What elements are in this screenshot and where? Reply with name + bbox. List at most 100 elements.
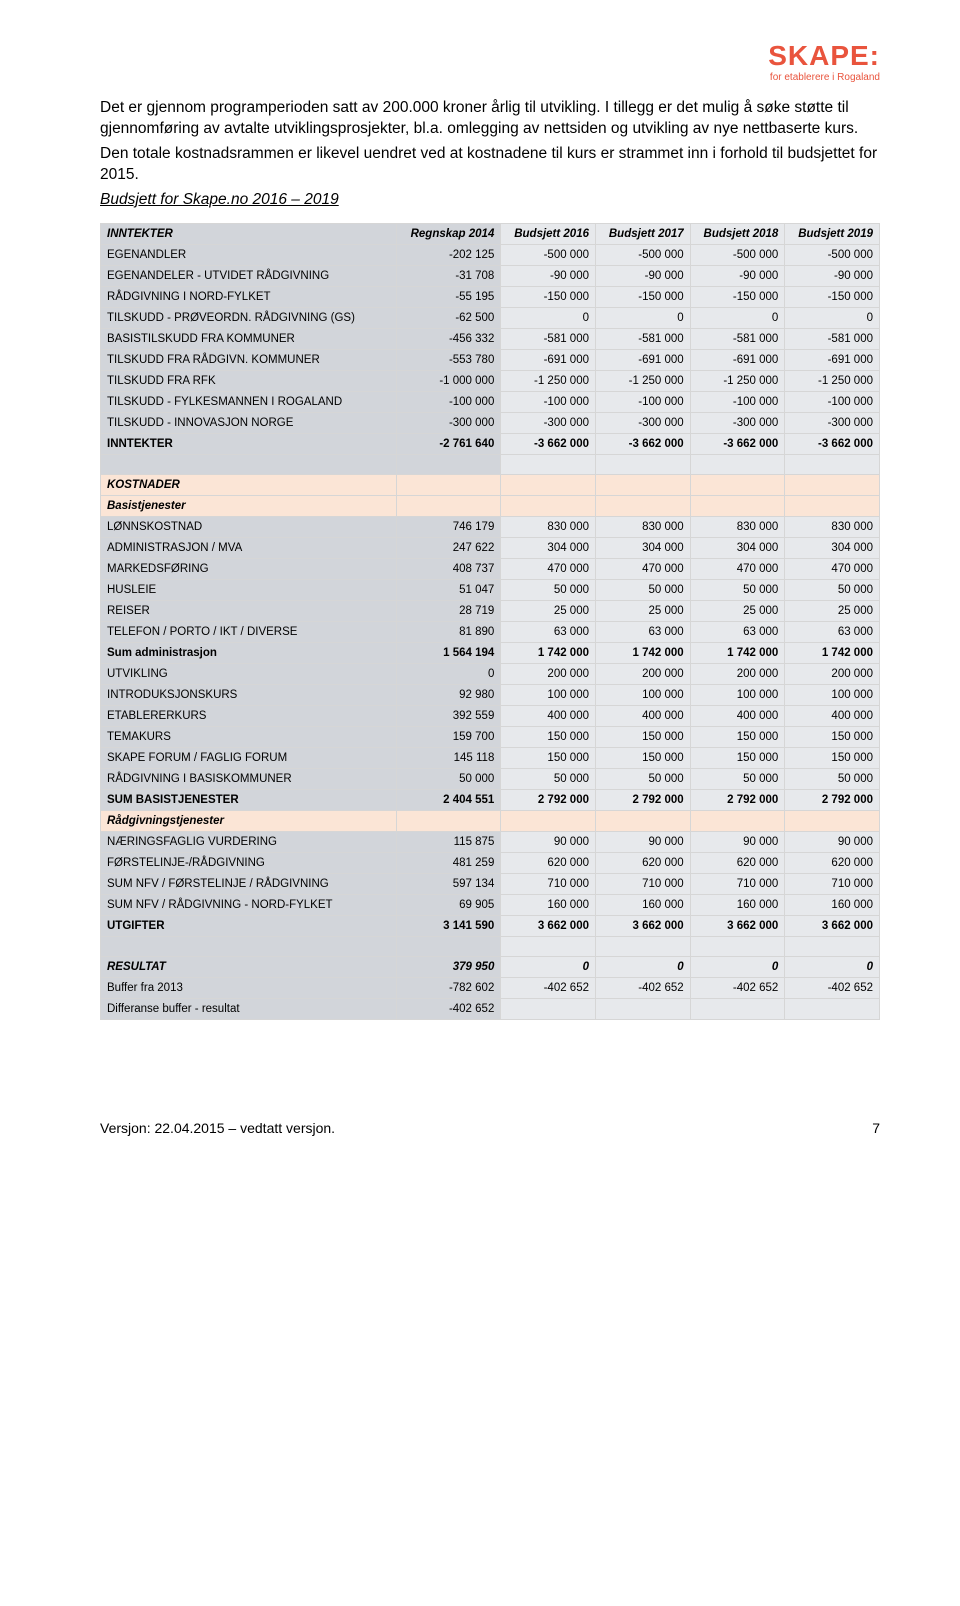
table-row: ADMINISTRASJON / MVA247 622304 000304 00… [101, 537, 880, 558]
row-value: 400 000 [690, 705, 785, 726]
table-row: MARKEDSFØRING408 737470 000470 000470 00… [101, 558, 880, 579]
row-value: -691 000 [785, 349, 880, 370]
section-header-cell [596, 810, 691, 831]
logo-main: SKAPE: [100, 40, 880, 72]
row-value: 25 000 [690, 600, 785, 621]
row-value: 400 000 [501, 705, 596, 726]
row-label: ETABLERERKURS [101, 705, 397, 726]
row-value: 100 000 [785, 684, 880, 705]
row-value: -300 000 [397, 412, 501, 433]
row-value: 830 000 [785, 516, 880, 537]
row-value: -691 000 [596, 349, 691, 370]
row-value [785, 998, 880, 1019]
row-value: -402 652 [397, 998, 501, 1019]
row-value: 90 000 [690, 831, 785, 852]
row-value: 50 000 [501, 579, 596, 600]
row-label: Sum administrasjon [101, 642, 397, 663]
row-label: Differanse buffer - resultat [101, 998, 397, 1019]
row-value: 3 141 590 [397, 915, 501, 936]
header-b2017: Budsjett 2017 [596, 223, 691, 244]
row-value: 2 792 000 [785, 789, 880, 810]
row-label: FØRSTELINJE-/RÅDGIVNING [101, 852, 397, 873]
budget-title: Budsjett for Skape.no 2016 – 2019 [100, 190, 880, 211]
row-value: 830 000 [501, 516, 596, 537]
table-row: NÆRINGSFAGLIG VURDERING115 87590 00090 0… [101, 831, 880, 852]
row-value: 710 000 [596, 873, 691, 894]
section-header-label: Basistjenester [101, 495, 397, 516]
row-value: 304 000 [501, 537, 596, 558]
row-value: -581 000 [501, 328, 596, 349]
row-value: 100 000 [501, 684, 596, 705]
row-value: 28 719 [397, 600, 501, 621]
header-b2016: Budsjett 2016 [501, 223, 596, 244]
section-header-cell [785, 495, 880, 516]
row-value: -300 000 [690, 412, 785, 433]
section-header-cell [785, 474, 880, 495]
row-value: 50 000 [596, 579, 691, 600]
row-value: -581 000 [785, 328, 880, 349]
row-value: 1 742 000 [785, 642, 880, 663]
row-value: 470 000 [501, 558, 596, 579]
row-value: -2 761 640 [397, 433, 501, 454]
row-value: 25 000 [596, 600, 691, 621]
row-value: 3 662 000 [596, 915, 691, 936]
row-value: 620 000 [501, 852, 596, 873]
row-value: 100 000 [596, 684, 691, 705]
row-value: 92 980 [397, 684, 501, 705]
row-value: 200 000 [596, 663, 691, 684]
table-row: RÅDGIVNING I BASISKOMMUNER50 00050 00050… [101, 768, 880, 789]
row-value: -500 000 [596, 244, 691, 265]
table-row: EGENANDLER-202 125-500 000-500 000-500 0… [101, 244, 880, 265]
row-value: -402 652 [690, 977, 785, 998]
table-row: SUM BASISTJENESTER2 404 5512 792 0002 79… [101, 789, 880, 810]
table-row: TILSKUDD - FYLKESMANNEN I ROGALAND-100 0… [101, 391, 880, 412]
row-label: LØNNSKOSTNAD [101, 516, 397, 537]
section-header-cell [397, 495, 501, 516]
row-value: -150 000 [690, 286, 785, 307]
table-row: RESULTAT379 9500000 [101, 956, 880, 977]
row-value: 830 000 [690, 516, 785, 537]
row-label: TILSKUDD FRA RFK [101, 370, 397, 391]
row-value: 63 000 [690, 621, 785, 642]
row-value: 470 000 [690, 558, 785, 579]
table-row: Buffer fra 2013-782 602-402 652-402 652-… [101, 977, 880, 998]
header-b2018: Budsjett 2018 [690, 223, 785, 244]
row-label: TILSKUDD - FYLKESMANNEN I ROGALAND [101, 391, 397, 412]
row-value: -300 000 [596, 412, 691, 433]
row-label: HUSLEIE [101, 579, 397, 600]
row-label: INTRODUKSJONSKURS [101, 684, 397, 705]
row-value: 50 000 [785, 579, 880, 600]
row-value: 400 000 [596, 705, 691, 726]
row-label: BASISTILSKUDD FRA KOMMUNER [101, 328, 397, 349]
row-label: REISER [101, 600, 397, 621]
row-label: SKAPE FORUM / FAGLIG FORUM [101, 747, 397, 768]
row-label: TELEFON / PORTO / IKT / DIVERSE [101, 621, 397, 642]
footer-version: Versjon: 22.04.2015 – vedtatt versjon. [100, 1120, 335, 1136]
row-value: -90 000 [785, 265, 880, 286]
row-value: 150 000 [501, 726, 596, 747]
table-row: SUM NFV / RÅDGIVNING - NORD-FYLKET69 905… [101, 894, 880, 915]
row-value: 63 000 [596, 621, 691, 642]
row-value: -456 332 [397, 328, 501, 349]
row-value: 2 792 000 [501, 789, 596, 810]
table-row: LØNNSKOSTNAD746 179830 000830 000830 000… [101, 516, 880, 537]
table-row: UTGIFTER3 141 5903 662 0003 662 0003 662… [101, 915, 880, 936]
row-value: 50 000 [690, 579, 785, 600]
row-value: 304 000 [690, 537, 785, 558]
row-value: -300 000 [785, 412, 880, 433]
row-label: RÅDGIVNING I BASISKOMMUNER [101, 768, 397, 789]
row-value: 1 742 000 [690, 642, 785, 663]
row-value: -500 000 [785, 244, 880, 265]
row-value [501, 998, 596, 1019]
row-value: -782 602 [397, 977, 501, 998]
row-value: -581 000 [690, 328, 785, 349]
row-value: -3 662 000 [501, 433, 596, 454]
table-row: TILSKUDD - PRØVEORDN. RÅDGIVNING (GS)-62… [101, 307, 880, 328]
row-value: 620 000 [596, 852, 691, 873]
empty-cell [501, 936, 596, 956]
row-label: SUM NFV / RÅDGIVNING - NORD-FYLKET [101, 894, 397, 915]
row-value: 0 [501, 956, 596, 977]
empty-cell [101, 936, 397, 956]
row-label: TILSKUDD FRA RÅDGIVN. KOMMUNER [101, 349, 397, 370]
row-value: 597 134 [397, 873, 501, 894]
